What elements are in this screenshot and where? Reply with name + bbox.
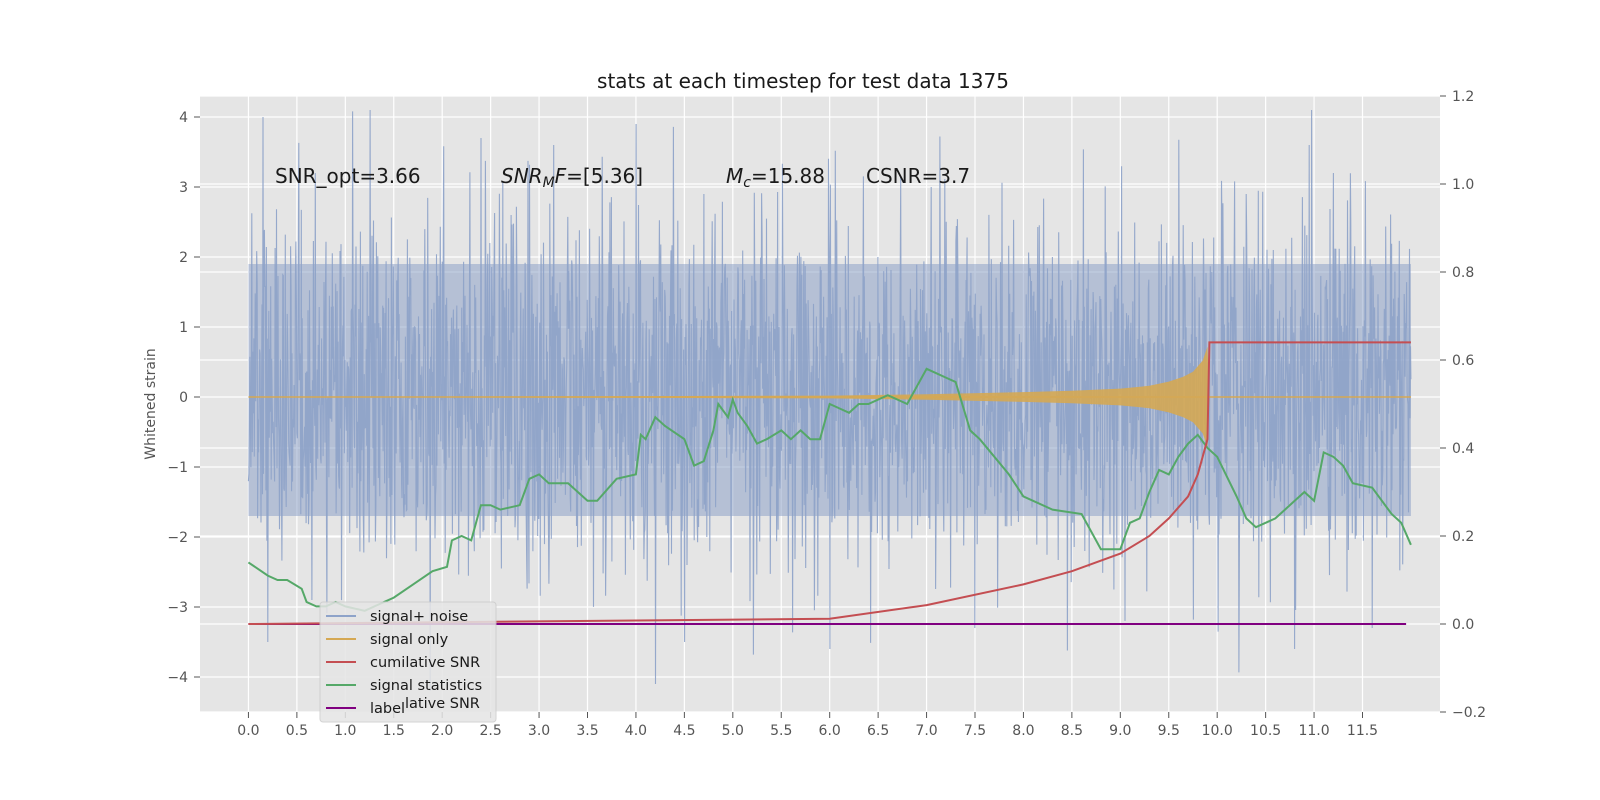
legend-label: cumilative SNR bbox=[370, 655, 480, 671]
legend-label: label bbox=[370, 701, 405, 717]
legend-label: signal+ noise bbox=[370, 609, 468, 625]
x-tick-label: 7.0 bbox=[915, 723, 937, 739]
x-tick-label: 1.5 bbox=[383, 723, 405, 739]
x-tick-label: 3.0 bbox=[528, 723, 550, 739]
y-tick-label: 4 bbox=[179, 110, 188, 126]
y-tick-label: −3 bbox=[167, 600, 188, 616]
x-tick-label: 2.5 bbox=[479, 723, 501, 739]
x-tick-label: 7.5 bbox=[964, 723, 986, 739]
x-tick-label: 4.5 bbox=[673, 723, 695, 739]
x-tick-label: 5.0 bbox=[722, 723, 744, 739]
mc-annotation: Mc=15.88 bbox=[726, 164, 825, 191]
legend-hidden-fragment: lative SNR bbox=[405, 696, 480, 712]
y2-tick-label: 0.6 bbox=[1452, 353, 1474, 369]
x-tick-label: 6.5 bbox=[867, 723, 889, 739]
x-tick-label: 8.0 bbox=[1012, 723, 1034, 739]
legend-label: signal only bbox=[370, 632, 449, 648]
y2-tick-label: 0.0 bbox=[1452, 617, 1474, 633]
y2-tick-label: 0.8 bbox=[1452, 265, 1474, 281]
axes: 0.0 0.5 1.0 1.5 2.0 2.5 3.0 3.5 4.0 4.5 5.0 5.5 6.0 6… bbox=[167, 89, 1486, 739]
x-tick-label: 11.5 bbox=[1347, 723, 1378, 739]
x-tick-label: 1.0 bbox=[334, 723, 356, 739]
x-tick-label: 8.5 bbox=[1061, 723, 1083, 739]
x-tick-label: 10.5 bbox=[1250, 723, 1281, 739]
x-tick-label: 9.5 bbox=[1158, 723, 1180, 739]
snr-opt-annotation: SNR_opt=3.66 bbox=[275, 164, 421, 188]
x-tick-label: 3.5 bbox=[576, 723, 598, 739]
y2-tick-label: 0.4 bbox=[1452, 441, 1474, 457]
chart-title: stats at each timestep for test data 137… bbox=[597, 69, 1009, 93]
x-tick-label: 6.0 bbox=[819, 723, 841, 739]
y-tick-label: 2 bbox=[179, 250, 188, 266]
y-tick-label: 0 bbox=[179, 390, 188, 406]
snr-mf-annotation: SNRMF=[5.36] bbox=[501, 164, 643, 191]
x-tick-label: 4.0 bbox=[625, 723, 647, 739]
x-tick-label: 0.5 bbox=[286, 723, 308, 739]
snr-mf-value: =[5.36] bbox=[566, 164, 643, 188]
y2-tick-label: −0.2 bbox=[1452, 705, 1486, 721]
legend: lative SNR signal+ noise signal only cumila… bbox=[319, 601, 497, 723]
x-tick-label: 9.0 bbox=[1109, 723, 1131, 739]
y-tick-label: 3 bbox=[179, 180, 188, 196]
cumilative-snr-line bbox=[248, 341, 1411, 625]
signal-noise-band bbox=[248, 264, 1411, 516]
y2-tick-label: 1.2 bbox=[1452, 89, 1474, 105]
x-tick-label: 0.0 bbox=[237, 723, 259, 739]
signal-statistics-line bbox=[247, 367, 1412, 612]
x-tick-label: 11.0 bbox=[1298, 723, 1329, 739]
annotations: SNR_opt=3.66 SNRMF=[5.36] Mc=15.88 CSNR=… bbox=[275, 164, 970, 191]
x-tick-label: 5.5 bbox=[770, 723, 792, 739]
signal-noise-series bbox=[247, 109, 1412, 692]
x-tick-label: 2.0 bbox=[431, 723, 453, 739]
y2-tick-label: 0.2 bbox=[1452, 529, 1474, 545]
x-tick-label: 10.0 bbox=[1202, 723, 1233, 739]
y-tick-label: 1 bbox=[179, 320, 188, 336]
y-tick-label: −4 bbox=[167, 670, 188, 686]
legend-box bbox=[319, 601, 497, 723]
y-tick-label: −2 bbox=[167, 530, 188, 546]
y-axis-label: Whitened strain bbox=[143, 348, 159, 459]
mc-value: =15.88 bbox=[751, 164, 825, 188]
y-tick-label: −1 bbox=[167, 460, 188, 476]
y2-tick-label: 1.0 bbox=[1452, 177, 1474, 193]
csnr-annotation: CSNR=3.7 bbox=[866, 164, 970, 188]
legend-label: signal statistics bbox=[370, 678, 482, 694]
